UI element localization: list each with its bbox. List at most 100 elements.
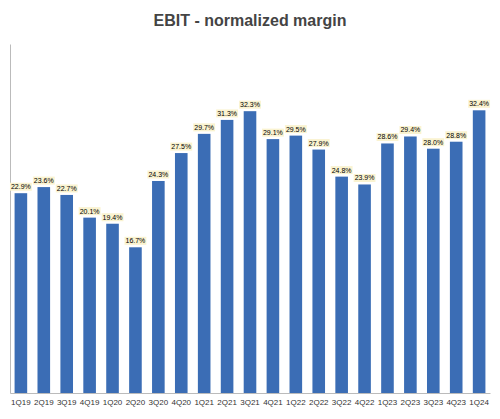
- x-tick: 4Q23: [446, 398, 466, 407]
- data-label: 29.1%: [263, 129, 283, 136]
- data-label-group: 28.6%: [377, 133, 399, 141]
- x-tick-label: 2Q22: [309, 398, 329, 407]
- data-label-group: 16.7%: [125, 237, 147, 245]
- bar: [175, 153, 188, 393]
- data-label-group: 27.9%: [308, 139, 330, 147]
- data-label-bg: [445, 131, 467, 139]
- data-label-bg: [262, 129, 284, 137]
- data-label: 27.9%: [309, 140, 329, 147]
- data-label-bg: [33, 177, 55, 185]
- x-tick: 3Q21: [240, 398, 260, 407]
- data-label: 32.4%: [469, 100, 489, 107]
- data-label-group: 24.8%: [331, 166, 353, 174]
- x-tick: 4Q19: [80, 398, 100, 407]
- data-label-group: 19.4%: [102, 213, 124, 221]
- x-tick: 2Q23: [401, 398, 421, 407]
- bar: [290, 136, 303, 393]
- data-label-group: 32.3%: [239, 101, 261, 109]
- data-label: 16.7%: [126, 237, 146, 244]
- data-label-group: 29.1%: [262, 129, 284, 137]
- bar: [312, 150, 325, 393]
- x-tick-label: 2Q19: [34, 398, 54, 407]
- data-label-bg: [216, 109, 238, 117]
- data-label: 28.0%: [423, 139, 443, 146]
- data-label-bg: [239, 101, 261, 109]
- x-tick: 1Q20: [103, 398, 123, 407]
- x-tick-label: 4Q20: [171, 398, 191, 407]
- data-label-bg: [377, 133, 399, 141]
- chart: 1Q192Q193Q194Q191Q202Q203Q204Q201Q212Q21…: [0, 0, 500, 419]
- x-tick-label: 1Q22: [286, 398, 306, 407]
- bar: [473, 110, 486, 393]
- x-tick: 2Q19: [34, 398, 54, 407]
- x-tick-label: 1Q20: [103, 398, 123, 407]
- x-axis-line: [11, 393, 491, 394]
- data-label: 23.6%: [34, 177, 54, 184]
- data-label-bg: [354, 174, 376, 182]
- data-label-bg: [285, 125, 307, 133]
- data-label-group: 24.3%: [147, 170, 169, 178]
- data-label-bg: [79, 207, 101, 215]
- data-label: 20.1%: [80, 208, 100, 215]
- data-label-group: 29.4%: [399, 126, 421, 134]
- x-tick-label: 1Q24: [469, 398, 489, 407]
- data-label-group: 22.9%: [10, 183, 32, 191]
- bar: [221, 120, 234, 393]
- x-tick-label: 1Q21: [194, 398, 214, 407]
- x-tick: 3Q23: [424, 398, 444, 407]
- x-tick: 4Q22: [355, 398, 375, 407]
- x-tick: 1Q23: [378, 398, 398, 407]
- x-tick: 2Q20: [126, 398, 146, 407]
- data-label-group: 27.5%: [170, 143, 192, 151]
- data-label: 27.5%: [171, 143, 191, 150]
- data-label-bg: [308, 139, 330, 147]
- x-tick-label: 4Q23: [446, 398, 466, 407]
- data-label: 29.4%: [400, 126, 420, 133]
- data-label: 31.3%: [217, 110, 237, 117]
- bar: [15, 193, 28, 393]
- data-label: 19.4%: [103, 214, 123, 221]
- x-tick-label: 3Q21: [240, 398, 260, 407]
- x-tick-label: 2Q21: [217, 398, 237, 407]
- bars: [15, 110, 486, 393]
- data-label-group: 20.1%: [79, 207, 101, 215]
- data-label-bg: [422, 138, 444, 146]
- data-label-group: 29.5%: [285, 125, 307, 133]
- x-tick-label: 4Q21: [263, 398, 283, 407]
- data-label-bg: [147, 170, 169, 178]
- data-label-group: 23.6%: [33, 177, 55, 185]
- bar: [450, 142, 463, 393]
- data-label-group: 32.4%: [468, 100, 490, 108]
- x-tick-label: 4Q22: [355, 398, 375, 407]
- bar: [358, 184, 371, 393]
- data-label: 23.9%: [355, 174, 375, 181]
- x-tick: 1Q21: [194, 398, 214, 407]
- bar: [60, 195, 73, 393]
- data-label: 24.3%: [148, 171, 168, 178]
- bar: [244, 111, 257, 393]
- bar: [404, 136, 417, 393]
- x-tick: 1Q24: [469, 398, 489, 407]
- data-label-group: 22.7%: [56, 184, 78, 192]
- data-label-group: 28.8%: [445, 131, 467, 139]
- x-tick: 3Q19: [57, 398, 77, 407]
- bar: [152, 181, 165, 393]
- data-label-bg: [56, 184, 78, 192]
- bar: [37, 187, 50, 393]
- data-label-bg: [193, 123, 215, 131]
- x-tick: 3Q20: [149, 398, 169, 407]
- x-tick: 1Q19: [11, 398, 31, 407]
- y-axis-line: [10, 45, 11, 394]
- x-tick-label: 1Q23: [378, 398, 398, 407]
- y-axis: [10, 45, 11, 394]
- data-label-bg: [468, 100, 490, 108]
- data-label: 28.6%: [378, 133, 398, 140]
- x-tick-label: 3Q20: [149, 398, 169, 407]
- data-label: 29.5%: [286, 126, 306, 133]
- data-label-group: 29.7%: [193, 123, 215, 131]
- data-label-bg: [399, 126, 421, 134]
- data-label: 24.8%: [332, 167, 352, 174]
- x-tick-label: 3Q23: [424, 398, 444, 407]
- data-label-group: 31.3%: [216, 109, 238, 117]
- data-label: 32.3%: [240, 101, 260, 108]
